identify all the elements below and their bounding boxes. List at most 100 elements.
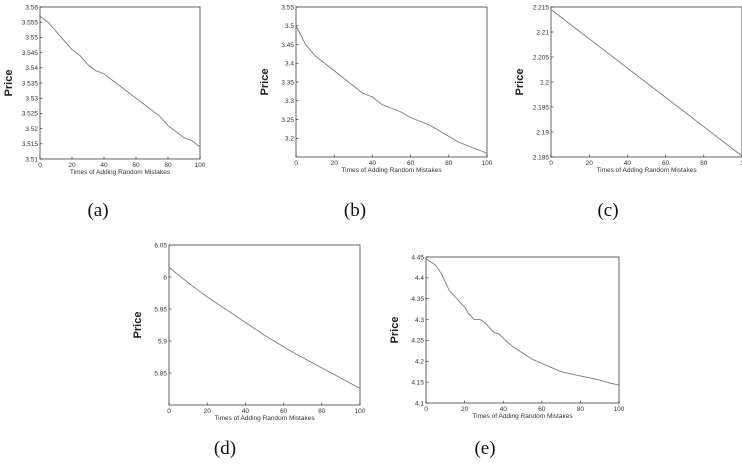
x-tick-label: 80 [164,162,172,169]
chart-svg: 0 20 40 60 80 100 4.1 4.15 4.2 4.25 4.3 4.35 4.4 4.45… [389,254,625,420]
x-tick-label: 0 [38,162,42,169]
y-tick-label: 5.95 [154,306,167,313]
chart-panel: 0 20 40 60 80 100 4.1 4.15 4.2 4.25 4.3 4.35 4.4 4.45… [385,238,625,428]
y-tick-label: 2.205 [533,54,550,61]
subfigure-caption: (d) [213,438,237,459]
y-tick-label: 3.515 [22,141,39,148]
y-tick-label: 3.45 [281,42,294,49]
x-tick-label: 0 [424,406,428,413]
y-tick-label: 3.55 [281,4,294,11]
x-tick-label: 40 [369,160,377,167]
x-tick-label: 100 [195,162,206,169]
x-tick-label: 60 [662,160,670,167]
series-line [295,25,488,154]
y-tick-label: 2.195 [533,104,550,111]
y-tick-label: 3.51 [25,156,38,163]
y-tick-label: 4.45 [411,254,424,261]
x-tick-label: 20 [461,406,469,413]
y-tick-label: 4.35 [411,296,424,303]
y-tick-label: 3.4 [285,61,294,68]
y-tick-label: 6 [163,274,167,281]
plot-frame [168,244,361,406]
subfigure-caption: (c) [597,200,619,221]
y-tick-label: 5.85 [154,370,167,377]
y-tick-label: 3.2 [285,136,294,143]
subfigure-caption: (b) [343,200,367,221]
plot-frame [425,256,620,404]
y-tick-label: 2.21 [536,29,549,36]
x-tick-label: 20 [331,160,339,167]
y-tick-label: 4.3 [415,317,424,324]
x-tick-label: 20 [68,162,76,169]
y-tick-label: 3.54 [25,65,38,72]
subfigure-caption: (a) [87,200,109,221]
plot-frame [39,6,201,160]
y-tick-label: 4.25 [411,338,424,345]
x-tick-label: 0 [167,408,171,415]
y-tick-label: 4.15 [411,379,424,386]
x-tick-label: 0 [294,160,298,167]
x-tick-label: 80 [318,408,326,415]
x-axis-label: Times of Adding Random Mistakes [472,413,573,420]
y-tick-label: 3.5 [285,23,294,30]
x-tick-label: 20 [586,160,594,167]
y-tick-label: 3.35 [281,79,294,86]
y-axis-label: Price [259,69,271,96]
subfigure-caption: (e) [474,438,496,459]
y-axis-label: Price [389,317,401,344]
x-tick-label: 100 [355,408,366,415]
x-tick-label: 80 [700,160,708,167]
x-tick-label: 60 [538,406,546,413]
y-tick-label: 3.555 [22,20,39,27]
chart-svg: 0 20 40 60 80 1 2.185 2.19 2.195 2.2 2.205 2.21 2.21… [514,4,742,174]
x-axis-label: Times of Adding Random Mistakes [214,415,315,422]
plot-frame [295,6,488,158]
y-tick-label: 2.215 [533,4,550,11]
x-axis-label: Times of Adding Random Mistakes [341,167,442,174]
y-tick-label: 3.56 [25,4,38,11]
x-tick-label: 20 [204,408,212,415]
series-line [168,267,361,389]
x-axis-label: Times of Adding Random Mistakes [70,169,171,176]
y-tick-label: 3.535 [22,80,39,87]
y-tick-label: 2.185 [533,154,550,161]
y-axis-label: Price [132,312,144,339]
y-tick-label: 4.1 [415,400,424,407]
y-tick-label: 5.9 [158,338,167,345]
x-tick-label: 60 [132,162,140,169]
x-tick-label: 80 [577,406,585,413]
chart-panel: 0 20 40 60 80 100 5.85 5.9 5.95 6 6.05 Times of Add… [128,238,368,428]
y-tick-label: 4.4 [415,275,424,282]
x-tick-label: 40 [100,162,108,169]
x-tick-label: 0 [549,160,553,167]
y-axis-label: Price [3,70,15,97]
x-tick-label: 60 [280,408,288,415]
x-tick-label: 40 [242,408,250,415]
series-line [39,15,201,148]
y-tick-label: 3.55 [25,35,38,42]
y-tick-label: 3.545 [22,50,39,57]
x-tick-label: 100 [614,406,625,413]
y-tick-label: 6.05 [154,242,167,249]
series-line [550,9,742,157]
chart-svg: 0 20 40 60 80 100 5.85 5.9 5.95 6 6.05 Times of Add… [132,242,366,422]
y-tick-label: 3.25 [281,117,294,124]
x-tick-label: 60 [407,160,415,167]
series-line [425,258,620,386]
chart-svg: 0 20 40 60 80 100 3.51 3.515 3.52 3.525 3.53 3.535 3… [3,4,206,176]
chart-panel: 0 20 40 60 80 100 3.51 3.515 3.52 3.525 3.53 3.535 3… [0,0,240,190]
y-tick-label: 2.2 [540,79,549,86]
x-tick-label: 40 [624,160,632,167]
chart-panel: 0 20 40 60 80 1 2.185 2.19 2.195 2.2 2.205 2.21 2.21… [510,0,742,190]
chart-panel: 0 20 40 60 80 100 3.2 3.25 3.3 3.35 3.4 3.45 3.5 3.55… [255,0,495,190]
y-tick-label: 4.2 [415,359,424,366]
chart-svg: 0 20 40 60 80 100 3.2 3.25 3.3 3.35 3.4 3.45 3.5 3.55… [259,4,493,174]
y-tick-label: 3.52 [25,126,38,133]
y-tick-label: 3.53 [25,96,38,103]
y-tick-label: 3.525 [22,111,39,118]
x-tick-label: 40 [500,406,508,413]
y-tick-label: 3.3 [285,98,294,105]
y-tick-label: 2.19 [536,129,549,136]
x-tick-label: 1 [740,160,742,167]
x-axis-label: Times of Adding Random Mistakes [596,167,697,174]
